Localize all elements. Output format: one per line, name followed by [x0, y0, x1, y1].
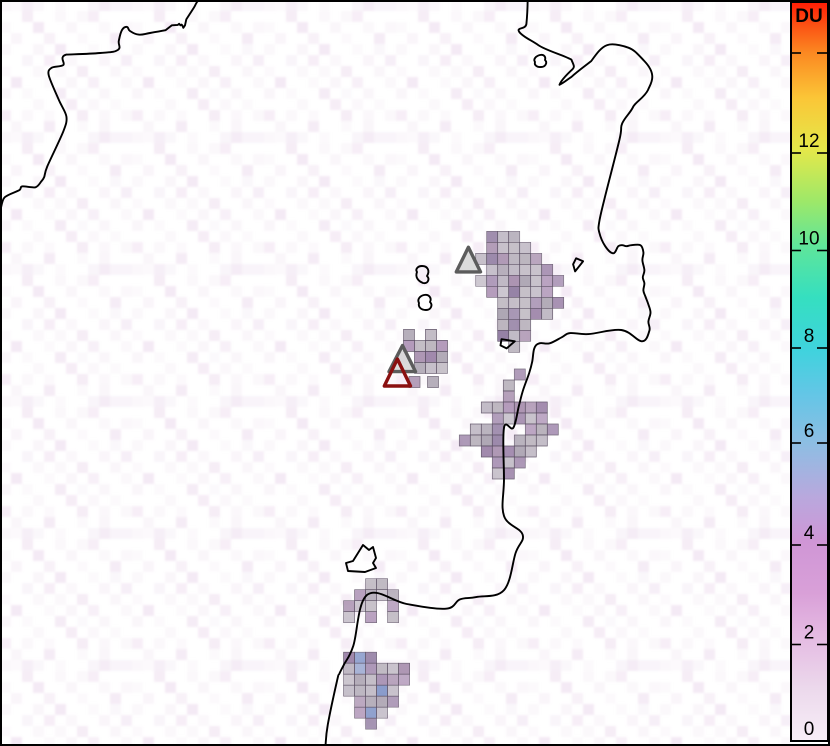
svg-text:DU: DU — [795, 6, 822, 27]
svg-text:0: 0 — [804, 719, 815, 740]
svg-text:2: 2 — [804, 623, 815, 644]
svg-text:8: 8 — [804, 326, 815, 347]
svg-text:6: 6 — [804, 421, 815, 442]
svg-text:10: 10 — [798, 229, 819, 250]
svg-text:12: 12 — [798, 131, 819, 152]
svg-text:4: 4 — [804, 523, 815, 544]
